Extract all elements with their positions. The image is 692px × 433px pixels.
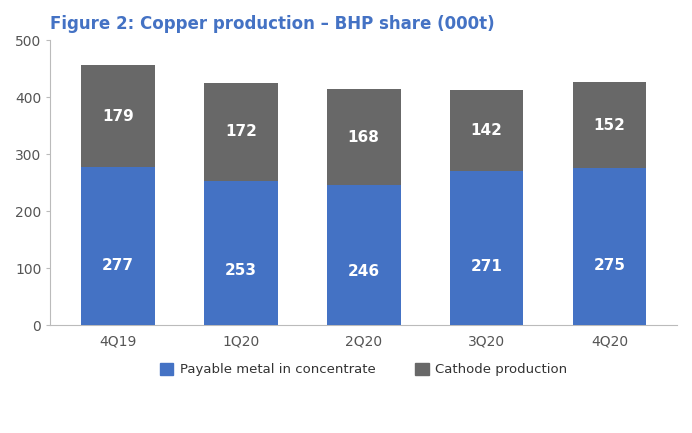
Bar xyxy=(204,181,277,325)
Text: 172: 172 xyxy=(225,124,257,139)
Text: 277: 277 xyxy=(102,258,134,273)
Bar xyxy=(327,185,401,325)
Bar xyxy=(81,167,155,325)
Bar xyxy=(572,168,646,325)
Bar xyxy=(572,82,646,168)
Text: 275: 275 xyxy=(594,258,626,273)
Text: 271: 271 xyxy=(471,259,502,274)
Text: 168: 168 xyxy=(348,129,380,145)
Text: Figure 2: Copper production – BHP share (000t): Figure 2: Copper production – BHP share … xyxy=(51,15,495,33)
Text: 253: 253 xyxy=(225,263,257,278)
Text: 246: 246 xyxy=(347,265,380,279)
Bar xyxy=(204,83,277,181)
Text: 152: 152 xyxy=(594,118,626,132)
Bar xyxy=(327,89,401,185)
Bar xyxy=(450,171,523,325)
Bar xyxy=(81,65,155,167)
Bar xyxy=(450,90,523,171)
Legend: Payable metal in concentrate, Cathode production: Payable metal in concentrate, Cathode pr… xyxy=(155,357,572,381)
Text: 142: 142 xyxy=(471,123,502,138)
Text: 179: 179 xyxy=(102,109,134,124)
